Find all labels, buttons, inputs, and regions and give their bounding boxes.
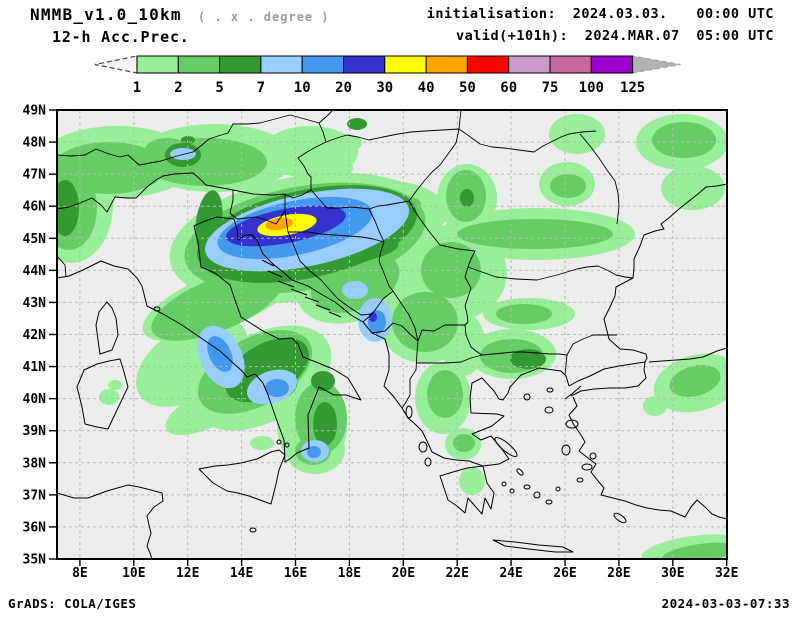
lon-tick-label: 26E <box>553 566 576 581</box>
coast-sicily <box>198 449 286 505</box>
valid-time: 05:00 UTC <box>696 28 774 44</box>
map-frame <box>56 109 728 560</box>
colorbar-tick-label: 2 <box>174 80 182 96</box>
lat-tick-label: 43N <box>23 296 47 311</box>
lat-tick-label: 47N <box>23 168 47 183</box>
coast-peloponnese <box>439 465 495 515</box>
colorbar-tick-label: 10 <box>294 80 311 96</box>
lat-tick-label: 44N <box>23 264 47 279</box>
grads-credit: GrADS: COLA/IGES <box>8 596 137 611</box>
colorbar-cell <box>343 55 386 74</box>
axis-labels: 49N 48N 47N 46N 45N 44N 43N 42N 41N 40N 39N 38N 37N 3… <box>23 104 739 582</box>
lat-tick-label: 45N <box>23 232 47 247</box>
grid-resolution-note: ( . x . degree ) <box>198 10 330 24</box>
colorbar-cell <box>219 55 262 74</box>
colorbar-tick-label: 1 <box>133 80 141 96</box>
coastlines <box>57 183 727 559</box>
coast-corsica <box>95 301 119 355</box>
lon-tick-label: 24E <box>499 566 522 581</box>
colorbar-cell <box>508 55 551 74</box>
lat-tick-label: 48N <box>23 136 47 151</box>
initialisation-line: initialisation: 2024.03.03. 00:00 UTC <box>427 6 774 22</box>
lon-tick-label: 12E <box>176 566 199 581</box>
colorbar-cell <box>177 55 221 74</box>
colorbar-tick-label: 30 <box>376 80 393 96</box>
lat-tick-label: 40N <box>23 392 47 407</box>
product-title: 12-h Acc.Prec. <box>52 28 190 46</box>
aegean-islands <box>153 306 627 533</box>
model-title: NMMB_v1.0_10km <box>30 5 182 24</box>
coast-gallipoli <box>564 385 582 400</box>
colorbar-tick-label: 50 <box>459 80 476 96</box>
coast-black-sea-west <box>603 183 727 355</box>
coast-north-africa <box>57 484 164 559</box>
lon-tick-label: 18E <box>338 566 361 581</box>
valid-date: 2024.MAR.07 <box>584 28 680 44</box>
lon-tick-label: 8E <box>72 566 88 581</box>
coast-black-sea-turkey <box>648 347 727 363</box>
colorbar-tick-label: 100 <box>579 80 604 96</box>
lat-tick-label: 38N <box>23 456 47 471</box>
colorbar-tick-label: 60 <box>500 80 517 96</box>
coast-anatolia-west <box>568 396 727 520</box>
dalmatian-islands <box>261 259 342 318</box>
colorbar-cell <box>301 55 344 74</box>
coast-crete <box>492 539 574 553</box>
colorbar-tick-label: 7 <box>257 80 265 96</box>
colorbar-cell <box>466 55 510 74</box>
valid-time-line: valid(+101h): 2024.MAR.07 05:00 UTC <box>456 28 774 44</box>
lat-tick-label: 42N <box>23 328 47 343</box>
lon-tick-label: 16E <box>284 566 307 581</box>
lat-tick-label: 41N <box>23 360 47 375</box>
colorbar-tick-label: 125 <box>620 80 645 96</box>
colorbar-cell <box>590 55 634 74</box>
lon-tick-label: 14E <box>230 566 253 581</box>
colorbar-cell <box>425 55 468 74</box>
lon-tick-label: 20E <box>392 566 415 581</box>
creation-timestamp: 2024-03-03-07:33 <box>661 596 790 611</box>
colorbar-tick-label: 20 <box>335 80 352 96</box>
lat-tick-label: 35N <box>23 553 47 568</box>
country-borders <box>57 110 634 409</box>
lon-tick-label: 22E <box>445 566 468 581</box>
colorbar-left-arrow <box>94 55 138 74</box>
coast-sardinia <box>76 358 129 430</box>
colorbar-cell <box>260 55 303 74</box>
lat-tick-label: 39N <box>23 424 47 439</box>
lat-tick-label: 46N <box>23 200 47 215</box>
lon-tick-label: 10E <box>122 566 145 581</box>
lon-tick-label: 28E <box>607 566 630 581</box>
colorbar-cell <box>136 55 179 74</box>
coast-italy-adriatic-greece <box>57 216 570 467</box>
coast-marmara-north <box>568 353 648 387</box>
init-time: 00:00 UTC <box>696 6 774 22</box>
lat-tick-label: 49N <box>23 104 47 119</box>
colorbar-cell <box>384 55 427 74</box>
coast-marmara-south <box>570 361 647 397</box>
colorbar-tick-label: 75 <box>542 80 559 96</box>
precipitation-map: 49N 48N 47N 46N 45N 44N 43N 42N 41N 40N 39N 38N 37N 3… <box>23 104 739 582</box>
lon-tick-label: 30E <box>661 566 684 581</box>
init-date: 2024.03.03. <box>572 6 668 22</box>
lat-tick-label: 36N <box>23 520 47 535</box>
init-label: initialisation: <box>426 6 557 22</box>
colorbar-right-arrow <box>632 55 681 74</box>
colorbar-tick-label: 5 <box>215 80 223 96</box>
lat-tick-label: 37N <box>23 488 47 503</box>
colorbar-tick-label: 40 <box>418 80 435 96</box>
lon-tick-label: 32E <box>715 566 738 581</box>
colorbar-cell <box>549 55 592 74</box>
valid-label: valid(+101h): <box>455 28 569 44</box>
colorbar-legend: 1 2 5 7 10 20 30 40 50 60 75 100 125 <box>94 55 681 96</box>
